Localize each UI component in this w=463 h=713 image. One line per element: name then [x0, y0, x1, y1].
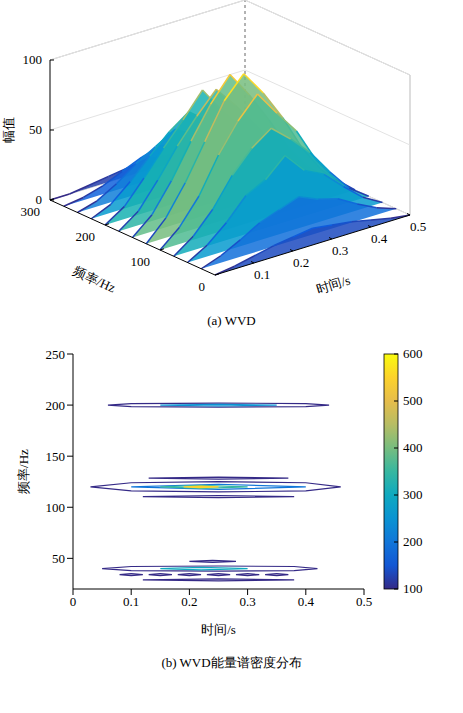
svg-text:200: 200 — [46, 398, 66, 413]
svg-text:500: 500 — [403, 393, 423, 408]
svg-text:0: 0 — [199, 279, 206, 294]
svg-text:300: 300 — [403, 487, 423, 502]
svg-text:50: 50 — [29, 122, 42, 137]
svg-text:0.4: 0.4 — [371, 231, 388, 246]
svg-text:0.5: 0.5 — [356, 594, 372, 609]
svg-text:频率/Hz: 频率/Hz — [71, 263, 118, 295]
svg-text:400: 400 — [403, 440, 423, 455]
svg-text:200: 200 — [76, 229, 96, 244]
svg-text:0.4: 0.4 — [298, 594, 315, 609]
svg-text:频率/Hz: 频率/Hz — [16, 449, 31, 494]
html-text:(a) WVD: (a) WVD — [207, 313, 256, 328]
svg-text:100: 100 — [46, 500, 66, 515]
svg-text:0.2: 0.2 — [293, 255, 309, 270]
svg-text:100: 100 — [23, 52, 43, 67]
svg-text:0.5: 0.5 — [410, 219, 426, 234]
svg-text:300: 300 — [20, 204, 40, 219]
html-text:(b) WVD能量谱密度分布: (b) WVD能量谱密度分布 — [161, 655, 302, 670]
svg-text:50: 50 — [52, 551, 65, 566]
svg-text:200: 200 — [403, 534, 423, 549]
svg-text:100: 100 — [131, 254, 151, 269]
svg-text:150: 150 — [46, 449, 66, 464]
svg-text:100: 100 — [403, 581, 423, 596]
svg-text:时间/s: 时间/s — [201, 622, 236, 637]
svg-text:幅值: 幅值 — [1, 117, 16, 143]
svg-text:0: 0 — [70, 594, 77, 609]
svg-text:0.1: 0.1 — [123, 594, 139, 609]
svg-text:0.3: 0.3 — [332, 243, 348, 258]
svg-text:0: 0 — [36, 192, 43, 207]
svg-text:0.2: 0.2 — [181, 594, 197, 609]
svg-text:0.3: 0.3 — [239, 594, 255, 609]
svg-text:250: 250 — [46, 347, 66, 362]
svg-text:600: 600 — [403, 346, 423, 361]
svg-text:时间/s: 时间/s — [314, 272, 352, 296]
svg-text:0.1: 0.1 — [254, 267, 270, 282]
